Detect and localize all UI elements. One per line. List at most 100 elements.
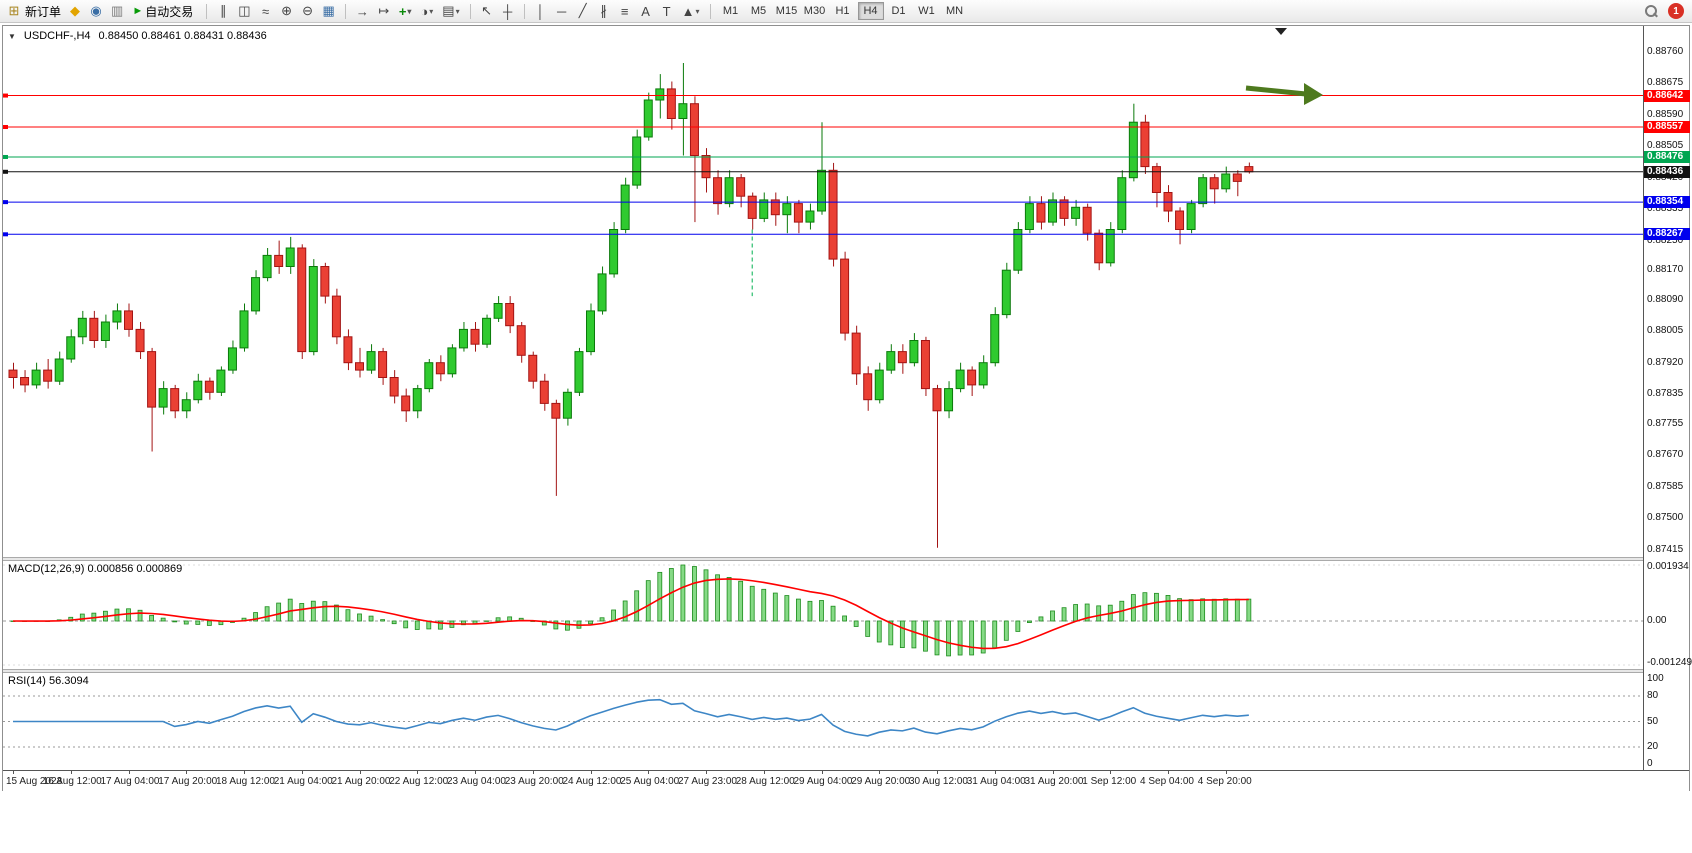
zoom-in-icon[interactable]: ⊕ bbox=[281, 3, 292, 18]
candle-body bbox=[678, 103, 688, 119]
timeframe-button-M30[interactable]: M30 bbox=[803, 5, 826, 17]
tile-windows-icon[interactable]: ▦ bbox=[322, 3, 335, 18]
time-axis-tick bbox=[937, 771, 938, 774]
auto-scroll-icon[interactable]: → bbox=[355, 3, 369, 19]
panel-splitter[interactable] bbox=[3, 557, 1689, 561]
candle-body bbox=[66, 336, 76, 360]
candle-body bbox=[135, 328, 145, 353]
timeframe-button-M1[interactable]: M1 bbox=[722, 5, 739, 17]
candle-body bbox=[817, 169, 826, 212]
timeframe-button-H1[interactable]: H1 bbox=[835, 5, 850, 17]
macd-histogram-bar bbox=[391, 620, 397, 625]
candle-body bbox=[689, 103, 699, 156]
macd-panel[interactable] bbox=[3, 561, 1643, 669]
terminal-icon[interactable]: ▥ bbox=[111, 3, 124, 18]
candle-body bbox=[181, 399, 191, 412]
candle-body bbox=[1221, 173, 1231, 190]
cursor-icon[interactable]: ↖ bbox=[481, 3, 493, 18]
shapes-icon[interactable]: ▲ bbox=[678, 2, 704, 21]
candle-body bbox=[147, 351, 157, 408]
macd-histogram-bar bbox=[876, 620, 882, 643]
chart-shift-icon[interactable]: ↦ bbox=[378, 3, 390, 18]
candle-body bbox=[1105, 229, 1115, 264]
candle-body bbox=[482, 317, 492, 345]
timeframe-button-M5[interactable]: M5 bbox=[750, 5, 767, 17]
vertical-line-icon[interactable]: │ bbox=[536, 3, 545, 19]
timeframe-button-D1[interactable]: D1 bbox=[891, 5, 906, 17]
price-axis-label: 0.87585 bbox=[1647, 480, 1684, 492]
macd-histogram-bar bbox=[160, 617, 166, 622]
profile-icon[interactable]: ◆ bbox=[70, 3, 81, 18]
panel-splitter[interactable] bbox=[3, 669, 1689, 673]
time-axis-tick bbox=[532, 771, 534, 774]
time-axis-tick bbox=[70, 771, 72, 774]
timeframe-button-W1[interactable]: W1 bbox=[918, 5, 935, 17]
time-axis-label: 23 Aug 04:00 bbox=[447, 776, 506, 787]
candle-body bbox=[886, 351, 896, 371]
time-axis-tick bbox=[1110, 771, 1112, 774]
candle-body bbox=[124, 310, 133, 330]
price-axis-label: 0.87920 bbox=[1647, 356, 1684, 368]
expert-icon[interactable]: ◉ bbox=[90, 3, 102, 18]
notification-badge[interactable]: 1 bbox=[1668, 3, 1684, 19]
trend-arrow-annotation[interactable] bbox=[1245, 85, 1307, 97]
new-order-label[interactable]: 新订单 bbox=[25, 4, 62, 19]
search-icon[interactable] bbox=[1644, 4, 1658, 18]
candle-body bbox=[551, 402, 561, 419]
label-icon[interactable]: T bbox=[662, 3, 671, 19]
time-axis-tick bbox=[1052, 771, 1054, 774]
zoom-out-icon[interactable]: ⊖ bbox=[302, 3, 313, 18]
time-axis-label: 16 Aug 12:00 bbox=[42, 776, 102, 787]
candle-body bbox=[851, 332, 861, 375]
time-axis-tick bbox=[244, 771, 245, 774]
new-order-icon[interactable]: ⊞ bbox=[8, 3, 20, 18]
candle-body bbox=[562, 391, 572, 419]
macd-histogram-bar bbox=[276, 602, 282, 622]
candle-body bbox=[112, 310, 122, 323]
trend-arrow-head bbox=[1304, 83, 1323, 105]
line-chart-icon[interactable]: ≈ bbox=[261, 3, 270, 19]
time-axis-tick bbox=[186, 771, 188, 774]
level-price-tag: 0.88354 bbox=[1644, 196, 1690, 209]
main-price-chart[interactable] bbox=[3, 26, 1643, 557]
bar-chart-icon[interactable]: ∥ bbox=[219, 3, 227, 18]
macd-axis-label: 0.001934 bbox=[1647, 561, 1689, 572]
timeframe-button-M15[interactable]: M15 bbox=[775, 5, 798, 17]
candle-body bbox=[620, 184, 630, 231]
candle-body bbox=[297, 247, 307, 353]
crosshair-icon[interactable]: ┼ bbox=[503, 3, 513, 19]
candle-body bbox=[170, 388, 180, 412]
macd-histogram-bar bbox=[622, 600, 628, 622]
horizontal-line-icon[interactable]: ─ bbox=[557, 3, 567, 19]
candle-body bbox=[389, 377, 399, 397]
price-axis-label: 0.88760 bbox=[1647, 45, 1684, 57]
macd-axis-label: 0.00 bbox=[1647, 615, 1667, 626]
macd-histogram-bar bbox=[195, 620, 201, 625]
candle-body bbox=[632, 136, 642, 186]
macd-histogram-bar bbox=[1154, 592, 1159, 622]
fibonacci-icon[interactable]: ≡ bbox=[620, 3, 629, 19]
time-axis-label: 17 Aug 04:00 bbox=[100, 776, 160, 787]
chart-shift-marker[interactable] bbox=[1275, 28, 1287, 35]
macd-histogram-bar bbox=[437, 620, 443, 630]
text-icon[interactable]: A bbox=[641, 3, 650, 19]
macd-histogram-bar bbox=[565, 620, 570, 631]
chart-collapse-icon[interactable]: ▼ bbox=[8, 31, 16, 41]
timeframe-button-H4[interactable]: H4 bbox=[857, 2, 884, 20]
macd-histogram-bar bbox=[680, 564, 686, 622]
timeframe-button-MN[interactable]: MN bbox=[945, 5, 964, 17]
channel-icon[interactable]: ∦ bbox=[600, 3, 607, 18]
candle-body bbox=[262, 254, 272, 279]
candle-chart-icon[interactable]: ◫ bbox=[238, 3, 251, 18]
auto-trading-button[interactable]: ► 自动交易 bbox=[128, 2, 200, 21]
time-axis-tick bbox=[475, 771, 476, 774]
templates-icon[interactable]: ▤ bbox=[438, 2, 463, 21]
periods-icon[interactable]: ◑ bbox=[416, 2, 437, 21]
rsi-panel[interactable] bbox=[3, 673, 1643, 769]
macd-histogram-bar bbox=[969, 620, 975, 656]
macd-label: MACD(12,26,9) 0.000856 0.000869 bbox=[8, 563, 183, 575]
trendline-icon[interactable]: ╱ bbox=[578, 3, 587, 18]
indicators-icon[interactable]: + bbox=[395, 2, 416, 21]
candle-body bbox=[158, 388, 168, 408]
candle-body bbox=[955, 369, 965, 390]
